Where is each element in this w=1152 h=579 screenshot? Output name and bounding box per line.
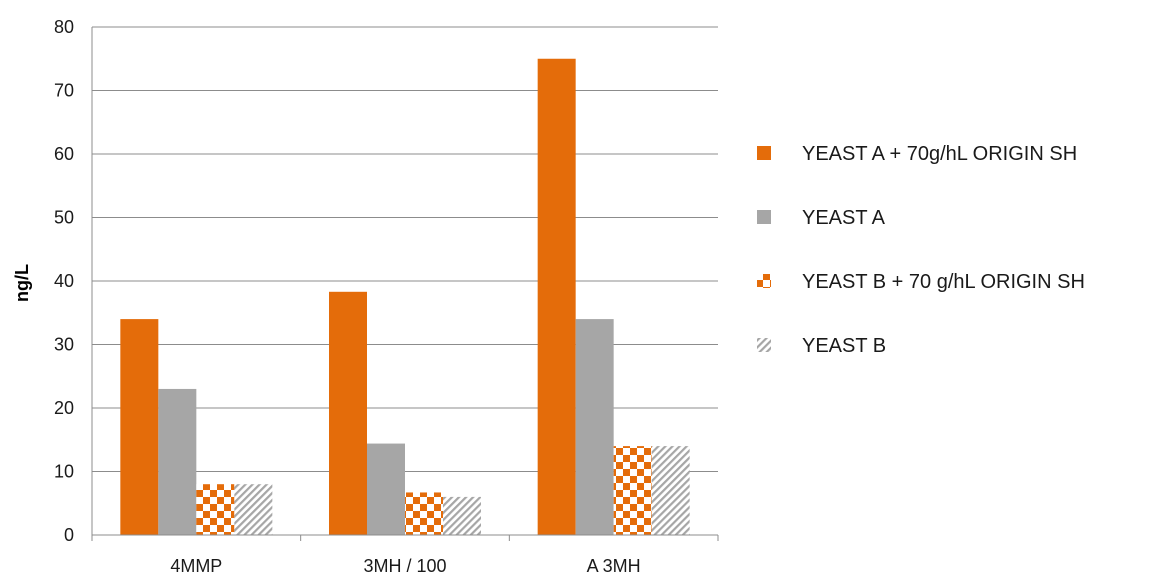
x-tick-label: 4MMP [170, 556, 222, 576]
legend-swatch-4 [757, 338, 771, 352]
y-tick-label: 70 [54, 81, 74, 101]
y-tick-label: 40 [54, 271, 74, 291]
bar-3mh-100-series-2 [367, 443, 405, 535]
x-tick-label: 3MH / 100 [363, 556, 446, 576]
bar-4mmp-series-1 [120, 319, 159, 535]
bar-3mh-100-series-3 [405, 492, 443, 535]
bar-a-3mh-series-3 [613, 446, 652, 535]
tick-labels: 0 10 20 30 40 50 60 70 80 4MMP 3MH / 100 A 3MH [54, 17, 641, 576]
bar-a-3mh-series-1 [537, 58, 576, 535]
y-tick-label: 10 [54, 462, 74, 482]
y-tick-label: 80 [54, 17, 74, 37]
legend-swatch-3 [757, 274, 771, 288]
bar-3mh-100-series-1 [329, 291, 367, 535]
y-tick-label: 50 [54, 208, 74, 228]
bars [120, 58, 690, 535]
y-axis-title: ng/L [12, 264, 32, 302]
legend-label-1: YEAST A + 70g/hL ORIGIN SH [802, 143, 1077, 165]
bar-4mmp-series-4 [234, 484, 273, 535]
y-tick-label: 20 [54, 398, 74, 418]
y-tick-label: 0 [64, 525, 74, 545]
bar-4mmp-series-3 [196, 484, 235, 535]
legend-swatch-2 [757, 210, 771, 224]
legend-swatch-1 [757, 146, 771, 160]
bar-4mmp-series-2 [158, 388, 197, 535]
y-tick-label: 60 [54, 144, 74, 164]
bar-a-3mh-series-4 [651, 446, 690, 535]
bar-a-3mh-series-2 [575, 319, 614, 535]
legend: YEAST A + 70g/hL ORIGIN SH YEAST A YEAST B… [757, 143, 1085, 357]
legend-label-3: YEAST B + 70 g/hL ORIGIN SH [802, 271, 1085, 293]
y-tick-label: 30 [54, 335, 74, 355]
legend-label-4: YEAST B [802, 335, 886, 357]
x-tick-label: A 3MH [587, 556, 641, 576]
legend-label-2: YEAST A [802, 207, 886, 229]
axes [91, 27, 719, 541]
bar-3mh-100-series-4 [443, 496, 481, 535]
